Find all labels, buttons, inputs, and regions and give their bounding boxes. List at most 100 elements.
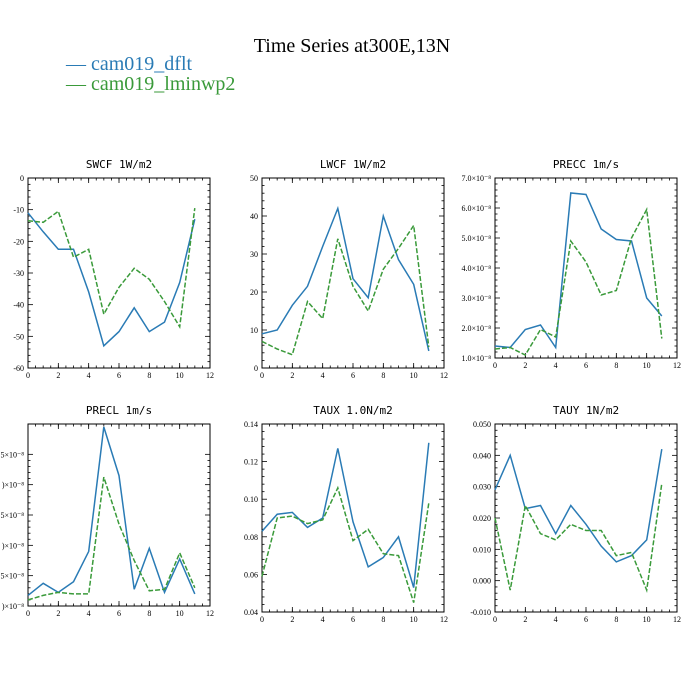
lwcf-xtick-label: 12 <box>440 371 448 380</box>
tauy-ytick-label: 0.050 <box>473 420 491 429</box>
precc-ytick-label: 4.0×10⁻⁸ <box>461 264 491 273</box>
precc-ytick-label: 3.0×10⁻⁸ <box>461 294 491 303</box>
lwcf-series-lminwp2 <box>261 223 430 356</box>
lwcf-xtick-label: 10 <box>410 371 418 380</box>
swcf-ytick-label: -60 <box>13 364 24 373</box>
swcf-series-lminwp2 <box>27 208 196 330</box>
swcf-ytick-label: -40 <box>13 301 24 310</box>
lwcf-ytick-label: 50 <box>250 174 258 183</box>
lwcf-ytick-label: 40 <box>250 212 258 221</box>
swcf-ytick-label: -20 <box>13 237 24 246</box>
lwcf-xtick-label: 8 <box>381 371 385 380</box>
precc-frame <box>494 177 678 359</box>
precc-xtick-label: 6 <box>584 361 588 370</box>
lwcf-ytick-label: 30 <box>250 250 258 259</box>
tauy-ytick-label: 0.040 <box>473 451 491 460</box>
precc-xtick-label: 4 <box>554 361 558 370</box>
taux-series-dflt <box>261 442 430 588</box>
swcf-xtick-label: 12 <box>206 371 214 380</box>
precl-frame <box>27 423 211 607</box>
swcf-ytick-label: 0 <box>20 174 24 183</box>
precl-panel: PRECL 1m/s 0 2 4 6 8 10 12)×10⁻⁸ 5×10⁻⁸)×10⁻⁸ 5×1… <box>0 404 214 618</box>
precl-xtick-label: 2 <box>56 609 60 618</box>
precc-ytick-label: 5.0×10⁻⁸ <box>461 234 491 243</box>
swcf-xtick-label: 6 <box>117 371 121 380</box>
legend-entry-dflt: — cam019_dflt <box>65 53 193 75</box>
precc-xtick-label: 2 <box>523 361 527 370</box>
precl-ytick-label: 5×10⁻⁸ <box>0 511 24 520</box>
precc-xtick-label: 8 <box>614 361 618 370</box>
taux-xtick-label: 10 <box>410 615 418 624</box>
taux-xtick-label: 0 <box>260 615 264 624</box>
swcf-xtick-label: 0 <box>26 371 30 380</box>
precc-ytick-label: 7.0×10⁻⁸ <box>461 174 491 183</box>
lwcf-title: LWCF 1W/m2 <box>320 158 386 171</box>
tauy-ytick-label: 0.010 <box>473 545 491 554</box>
precc-xtick-label: 0 <box>493 361 497 370</box>
tauy-ytick-label: -0.010 <box>470 608 491 617</box>
taux-ytick-label: 0.04 <box>244 608 258 617</box>
lwcf-frame <box>261 177 445 369</box>
legend-entry-lminwp2: — cam019_lminwp2 <box>65 73 235 95</box>
swcf-xtick-label: 4 <box>87 371 91 380</box>
tauy-ytick-label: 0.000 <box>473 577 491 586</box>
swcf-ytick-label: -50 <box>13 332 24 341</box>
tauy-xtick-label: 6 <box>584 615 588 624</box>
precc-ytick-label: 6.0×10⁻⁸ <box>461 204 491 213</box>
tauy-series-lminwp2 <box>494 483 663 593</box>
swcf-panel: SWCF 1W/m2 0 2 4 6 8 10 12 -60 -50 -40 -30 -20 -10 0 <box>13 158 214 380</box>
swcf-title: SWCF 1W/m2 <box>86 158 152 171</box>
taux-xtick-label: 8 <box>381 615 385 624</box>
figure-title: Time Series at300E,13N <box>254 35 450 57</box>
precl-ytick-label: 5×10⁻⁸ <box>0 450 24 459</box>
taux-ytick-label: 0.08 <box>244 533 258 542</box>
precc-xtick-label: 10 <box>643 361 651 370</box>
swcf-ytick-label: -30 <box>13 269 24 278</box>
precl-ytick-label: )×10⁻⁸ <box>2 481 24 490</box>
lwcf-series-dflt <box>261 205 430 352</box>
precl-series-dflt <box>27 426 196 596</box>
precl-xtick-label: 0 <box>26 609 30 618</box>
precc-ytick-label: 2.0×10⁻⁸ <box>461 324 491 333</box>
precc-ytick-label: 1.0×10⁻⁸ <box>461 354 491 363</box>
swcf-ytick-label: -10 <box>13 206 24 215</box>
lwcf-panel: LWCF 1W/m2 0 2 4 6 8 10 12 0 10 20 30 40 50 <box>250 158 448 380</box>
tauy-xtick-label: 2 <box>523 615 527 624</box>
taux-xtick-label: 12 <box>440 615 448 624</box>
panels: SWCF 1W/m2 0 2 4 6 8 10 12 -60 -50 -40 -30 -20 -10 0 LW… <box>0 158 681 624</box>
taux-ytick-label: 0.10 <box>244 495 258 504</box>
taux-panel: TAUX 1.0N/m2 0 2 4 6 8 10 12 0.04 0.06 0.08 0.10 0.1… <box>244 404 448 624</box>
precl-series-lminwp2 <box>27 476 196 601</box>
lwcf-ytick-label: 0 <box>254 364 258 373</box>
precl-xtick-label: 4 <box>87 609 91 618</box>
lwcf-xtick-label: 6 <box>351 371 355 380</box>
lwcf-ytick-label: 20 <box>250 288 258 297</box>
tauy-xtick-label: 12 <box>673 615 681 624</box>
precc-series-lminwp2 <box>494 207 663 356</box>
precc-title: PRECC 1m/s <box>553 158 619 171</box>
taux-xtick-label: 4 <box>321 615 325 624</box>
taux-ytick-label: 0.06 <box>244 570 258 579</box>
swcf-xtick-label: 10 <box>176 371 184 380</box>
precl-ytick-label: )×10⁻⁸ <box>2 602 24 611</box>
lwcf-xtick-label: 2 <box>290 371 294 380</box>
precl-ytick-label: 5×10⁻⁸ <box>0 572 24 581</box>
lwcf-ytick-label: 10 <box>250 326 258 335</box>
tauy-ytick-label: 0.020 <box>473 514 491 523</box>
tauy-xtick-label: 8 <box>614 615 618 624</box>
tauy-xtick-label: 4 <box>554 615 558 624</box>
taux-xtick-label: 2 <box>290 615 294 624</box>
taux-title: TAUX 1.0N/m2 <box>313 404 392 417</box>
taux-series-lminwp2 <box>261 485 430 603</box>
precl-xtick-label: 12 <box>206 609 214 618</box>
taux-ytick-label: 0.12 <box>244 458 258 467</box>
swcf-xtick-label: 2 <box>56 371 60 380</box>
precc-series-dflt <box>494 192 663 350</box>
taux-xtick-label: 6 <box>351 615 355 624</box>
swcf-xtick-label: 8 <box>147 371 151 380</box>
precl-title: PRECL 1m/s <box>86 404 152 417</box>
tauy-xtick-label: 10 <box>643 615 651 624</box>
precl-xtick-label: 10 <box>176 609 184 618</box>
precc-xtick-label: 12 <box>673 361 681 370</box>
